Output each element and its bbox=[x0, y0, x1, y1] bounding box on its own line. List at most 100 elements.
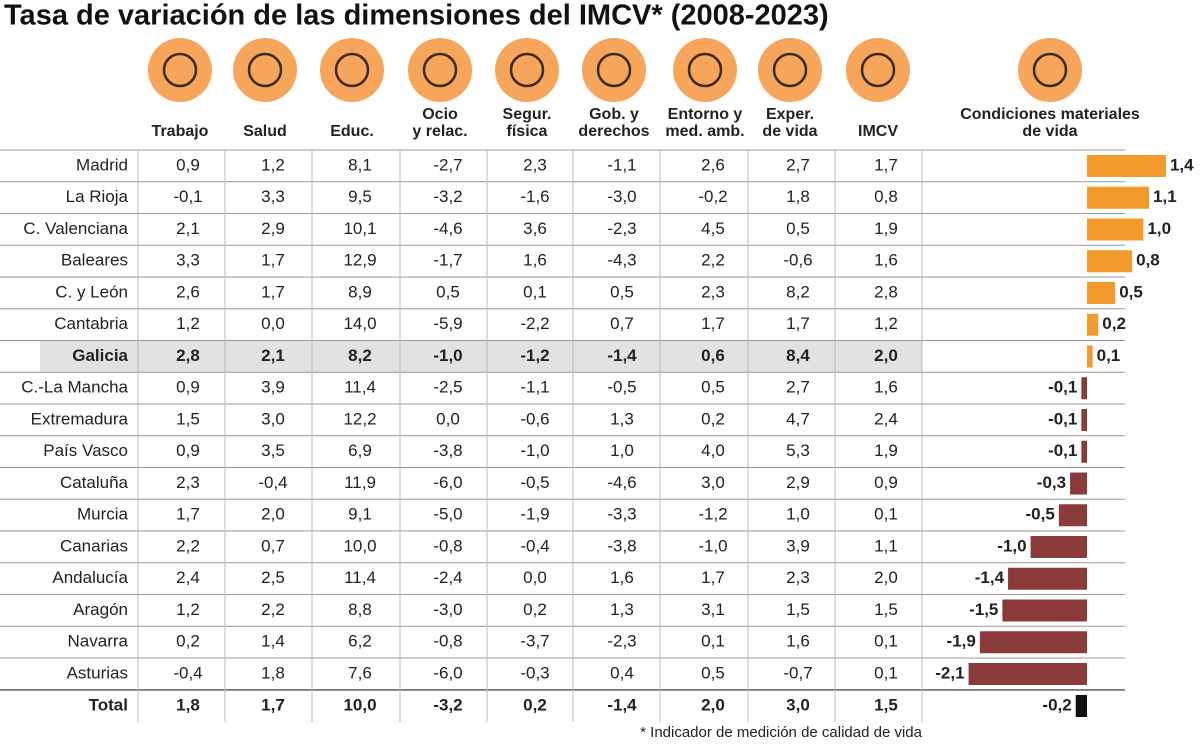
cell: 2,0 bbox=[874, 568, 898, 587]
cell: 3,0 bbox=[701, 473, 725, 492]
cell: -4,6 bbox=[607, 473, 636, 492]
cell: 0,9 bbox=[176, 441, 200, 460]
column-header: Ocio bbox=[422, 106, 458, 123]
cell: 0,0 bbox=[436, 409, 460, 428]
cell: 3,1 bbox=[701, 600, 725, 619]
cell: -0,5 bbox=[520, 473, 549, 492]
bar bbox=[1030, 536, 1087, 558]
footnote: * Indicador de medición de calidad de vi… bbox=[640, 724, 923, 741]
bar-label: 0,1 bbox=[1097, 346, 1121, 365]
column-header: derechos bbox=[578, 123, 649, 140]
cell: 1,2 bbox=[261, 155, 285, 174]
cell: 2,8 bbox=[874, 282, 898, 301]
cell: 0,6 bbox=[701, 346, 725, 365]
column-header: Entorno y bbox=[668, 106, 743, 123]
cell: -5,9 bbox=[433, 314, 462, 333]
cell: -1,1 bbox=[520, 378, 549, 397]
total-cell: -1,4 bbox=[607, 695, 637, 714]
bar-label: -1,0 bbox=[997, 536, 1026, 555]
cell: 7,6 bbox=[348, 663, 372, 682]
cell: 0,1 bbox=[874, 663, 898, 682]
bar bbox=[1087, 313, 1099, 336]
bar bbox=[1002, 599, 1087, 622]
bar bbox=[979, 631, 1087, 654]
cell: 4,0 bbox=[701, 441, 725, 460]
cell: 0,1 bbox=[874, 632, 898, 651]
cell: 2,0 bbox=[261, 505, 285, 524]
cell: 0,1 bbox=[701, 632, 725, 651]
cell: 2,1 bbox=[261, 346, 285, 365]
cell: -1,2 bbox=[520, 346, 549, 365]
bar-label: -0,3 bbox=[1037, 473, 1066, 492]
cell: -2,4 bbox=[433, 568, 462, 587]
cell: 2,7 bbox=[786, 155, 810, 174]
cell: 9,1 bbox=[348, 505, 372, 524]
cell: -3,7 bbox=[520, 632, 549, 651]
cell: 8,1 bbox=[348, 155, 372, 174]
region-name: Murcia bbox=[77, 505, 129, 524]
highlight-band bbox=[40, 341, 922, 372]
cell: 0,7 bbox=[610, 314, 634, 333]
cell: -6,0 bbox=[433, 473, 462, 492]
cell: 11,4 bbox=[344, 378, 376, 397]
cell: 3,3 bbox=[261, 187, 285, 206]
cell: -1,4 bbox=[607, 346, 637, 365]
column-header: Salud bbox=[243, 123, 287, 140]
cell: -2,7 bbox=[433, 155, 462, 174]
bar-label: -0,1 bbox=[1048, 378, 1077, 397]
cell: 2,0 bbox=[874, 346, 898, 365]
cell: 2,6 bbox=[176, 282, 200, 301]
header-icon-inner bbox=[687, 52, 723, 88]
cell: 1,7 bbox=[701, 314, 725, 333]
bar-label: 0,8 bbox=[1136, 251, 1160, 270]
region-name: Andalucía bbox=[52, 568, 128, 587]
cell: 0,2 bbox=[176, 632, 200, 651]
cell: 12,9 bbox=[343, 251, 376, 270]
bar-label: -0,2 bbox=[1042, 695, 1071, 714]
cell: -0,4 bbox=[520, 536, 549, 555]
column-header: y relac. bbox=[412, 123, 467, 140]
bar bbox=[1087, 186, 1150, 209]
cell: 4,5 bbox=[701, 219, 725, 238]
cell: -2,5 bbox=[433, 378, 462, 397]
cell: -6,0 bbox=[433, 663, 462, 682]
cell: 11,4 bbox=[344, 568, 376, 587]
bar-label: -0,1 bbox=[1048, 409, 1077, 428]
cell: 1,6 bbox=[874, 251, 898, 270]
header-icon-inner bbox=[422, 52, 458, 88]
bar bbox=[1058, 504, 1087, 527]
bar bbox=[968, 663, 1087, 685]
cell: 2,3 bbox=[523, 155, 547, 174]
cell: -1,2 bbox=[698, 505, 727, 524]
cell: -0,4 bbox=[173, 663, 202, 682]
cell: 8,4 bbox=[786, 346, 810, 365]
title: Tasa de variación de las dimensiones del… bbox=[4, 0, 829, 32]
cell: 8,2 bbox=[786, 282, 810, 301]
cell: -0,5 bbox=[607, 378, 636, 397]
header-icon-inner bbox=[247, 52, 283, 88]
cell: -0,8 bbox=[433, 536, 462, 555]
cell: 1,3 bbox=[610, 409, 634, 428]
cell: 1,5 bbox=[176, 409, 200, 428]
cell: 8,2 bbox=[348, 346, 372, 365]
bar-label: -1,5 bbox=[969, 600, 998, 619]
cell: 9,5 bbox=[348, 187, 372, 206]
cell: 2,2 bbox=[701, 251, 725, 270]
cell: -1,0 bbox=[698, 536, 727, 555]
cell: 1,9 bbox=[874, 441, 898, 460]
region-name: Canarias bbox=[60, 536, 128, 555]
cell: 0,2 bbox=[701, 409, 725, 428]
cell: 2,3 bbox=[786, 568, 810, 587]
cell: 0,9 bbox=[874, 473, 898, 492]
cell: 2,9 bbox=[786, 473, 810, 492]
region-name: Madrid bbox=[76, 155, 128, 174]
header-icon bbox=[408, 38, 472, 102]
cell: -3,8 bbox=[433, 441, 462, 460]
region-name: Cantabria bbox=[54, 314, 128, 333]
cell: 1,5 bbox=[786, 600, 810, 619]
bar bbox=[1081, 409, 1087, 431]
cell: 1,8 bbox=[786, 187, 810, 206]
cell: -3,3 bbox=[607, 505, 636, 524]
bar bbox=[1087, 282, 1116, 304]
header-icon-inner bbox=[509, 52, 545, 88]
